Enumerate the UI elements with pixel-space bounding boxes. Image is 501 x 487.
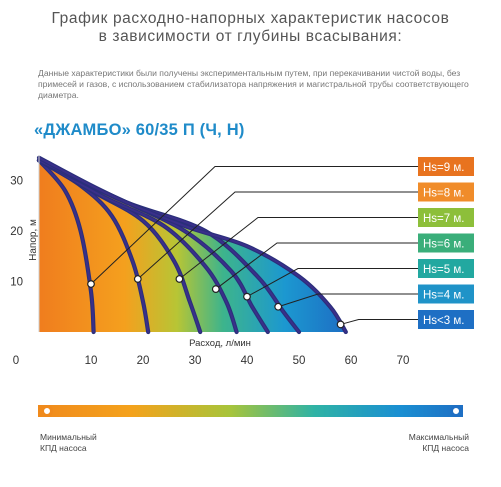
- series-marker-2: [175, 275, 184, 283]
- legend-label-2: Hs=7 м.: [423, 213, 464, 225]
- series-line-6: [38, 156, 347, 333]
- x-tick-label-1: 10: [85, 355, 98, 367]
- series-marker-6: [336, 320, 345, 329]
- series-marker-5: [274, 302, 283, 311]
- legend-label-3: Hs=6 м.: [423, 239, 464, 251]
- y-tick-label-2: 30: [10, 176, 23, 188]
- leader-line-4: [246, 268, 418, 298]
- leader-line-6: [340, 319, 418, 325]
- max-efficiency-line-2: КПД насоса: [422, 443, 469, 453]
- leader-line-3: [215, 242, 418, 290]
- series-marker-3: [211, 285, 220, 293]
- series-marker-1: [133, 275, 142, 283]
- min-efficiency-line-1: Минимальный: [40, 432, 97, 442]
- legend-swatch-0: [418, 157, 474, 176]
- min-efficiency-line-2: КПД насоса: [40, 443, 87, 453]
- chart: 0 10 20 30 40 50 60 70 10 20 30 Hs=9 м. Hs=8 м. Hs=7…: [10, 155, 474, 367]
- y-axis-label: Напор, м: [28, 219, 39, 261]
- page-title: График расходно-напорных характеристик н…: [0, 10, 501, 46]
- legend-swatch-5: [418, 284, 474, 304]
- x-tick-label-5: 50: [293, 355, 306, 367]
- legend-label-6: Hs<3 м.: [423, 315, 464, 327]
- leader-line-1: [137, 191, 418, 280]
- legend-swatch-6: [418, 310, 474, 329]
- x-axis-label: Расход, л/мин: [189, 338, 251, 349]
- y-tick-label-1: 20: [10, 226, 23, 238]
- legend-label-0: Hs=9 м.: [423, 162, 464, 174]
- max-efficiency-label: Максимальный КПД насоса: [409, 432, 469, 454]
- leader-line-0: [90, 166, 418, 285]
- title-line-2: в зависимости от глубины всасывания:: [98, 28, 403, 45]
- legend-label-4: Hs=5 м.: [423, 264, 464, 276]
- leader-line-5: [278, 293, 418, 308]
- series-marker-4: [243, 292, 251, 301]
- legend-swatch-1: [418, 182, 474, 202]
- legend-label-1: Hs=8 м.: [423, 188, 464, 200]
- series-line-3: [38, 159, 238, 333]
- max-efficiency-line-1: Максимальный: [408, 432, 469, 442]
- leader-line-2: [179, 217, 418, 280]
- min-efficiency-label: Минимальный КПД насоса: [40, 432, 97, 454]
- legend-label-5: Hs=4 м.: [423, 290, 464, 302]
- chart-title: «ДЖАМБО» 60/35 П (Ч, Н): [34, 121, 245, 139]
- description: Данные характеристики были получены эксп…: [38, 68, 469, 100]
- y-tick-label-0: 10: [10, 277, 23, 289]
- title-line-1: График расходно-напорных характеристик н…: [51, 10, 450, 27]
- x-tick-label-2: 20: [137, 355, 150, 367]
- x-tick-label-6: 60: [345, 355, 358, 367]
- efficiency-gradient-bar: [38, 405, 463, 417]
- max-efficiency-marker: [450, 405, 462, 417]
- series-line-0: [38, 159, 95, 333]
- legend-swatch-3: [418, 233, 474, 253]
- min-efficiency-marker: [41, 405, 53, 417]
- series-marker-0: [87, 280, 95, 288]
- x-tick-label-3: 30: [189, 355, 202, 367]
- x-tick-label-0: 0: [13, 355, 19, 367]
- x-tick-label-4: 40: [241, 355, 254, 367]
- x-tick-label-7: 70: [397, 355, 410, 367]
- legend-swatch-4: [418, 259, 474, 278]
- legend-swatch-2: [418, 208, 474, 227]
